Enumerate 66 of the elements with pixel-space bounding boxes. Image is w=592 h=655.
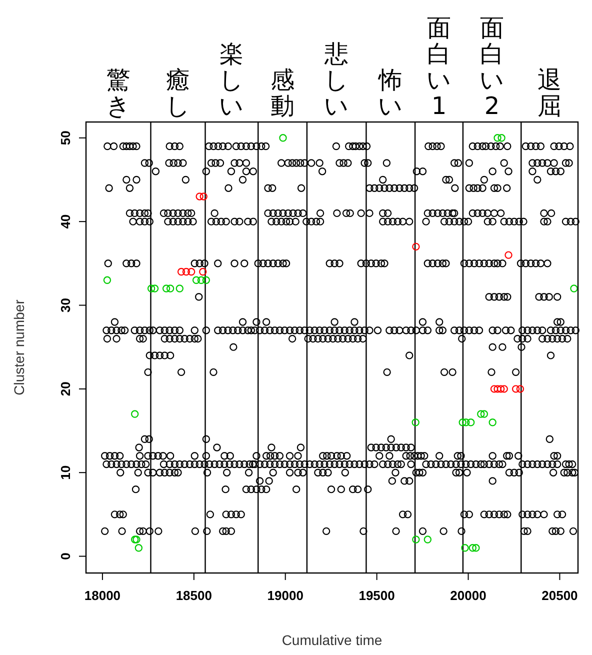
x-axis-title: Cumulative time [282, 632, 382, 648]
y-tick-label: 30 [58, 298, 73, 312]
text: 面白い1 [426, 14, 452, 120]
y-tick-label: 10 [58, 465, 73, 480]
point [130, 536, 139, 544]
point [500, 385, 508, 393]
point [197, 276, 206, 284]
point [512, 385, 520, 393]
point [498, 134, 506, 142]
point [192, 276, 200, 284]
point [494, 134, 502, 142]
point [412, 418, 420, 426]
point [494, 385, 502, 393]
text: 楽しい [219, 40, 244, 120]
y-tick-label: 20 [58, 382, 73, 396]
x-tick-label: 20000 [450, 588, 486, 603]
x-tick-label: 19500 [358, 588, 395, 603]
point [130, 410, 139, 418]
point [472, 544, 480, 552]
point [516, 385, 524, 393]
text: 癒し [166, 66, 190, 120]
x-tick-label: 18500 [176, 588, 212, 603]
point [468, 544, 476, 552]
point [196, 192, 204, 200]
point [477, 410, 485, 418]
point [132, 536, 140, 544]
point [150, 284, 159, 292]
point [504, 251, 512, 259]
x-tick-label: 18000 [84, 588, 121, 603]
x-tick-label: 20500 [542, 588, 578, 603]
point [202, 276, 210, 284]
point [182, 268, 190, 276]
text: 退屈 [538, 66, 562, 120]
point [147, 284, 156, 292]
point [412, 242, 420, 251]
point [176, 284, 184, 292]
point [488, 418, 496, 426]
point [570, 284, 578, 292]
point [496, 385, 505, 393]
point [177, 268, 186, 276]
x-tick-label: 19000 [267, 588, 304, 603]
point [412, 536, 420, 544]
point [462, 418, 470, 426]
point [490, 385, 498, 393]
point [103, 276, 112, 284]
text: 面白い2 [480, 14, 505, 120]
text: 驚き [106, 66, 131, 120]
point [461, 544, 469, 552]
point [480, 410, 488, 418]
point [458, 418, 466, 426]
y-tick-label: 0 [58, 552, 73, 560]
y-tick-label: 40 [58, 214, 73, 229]
point [199, 268, 207, 276]
point [424, 536, 432, 544]
point [162, 284, 170, 292]
y-tick-label: 50 [58, 130, 73, 146]
text: 感動 [270, 66, 295, 120]
y-axis-title: Cluster number [11, 299, 27, 396]
point [466, 418, 475, 426]
point [279, 134, 287, 142]
text: 怖い [378, 66, 404, 120]
point [188, 268, 196, 276]
point [166, 284, 174, 292]
point [134, 544, 143, 552]
point [200, 192, 208, 200]
text: 悲しい [324, 40, 350, 120]
